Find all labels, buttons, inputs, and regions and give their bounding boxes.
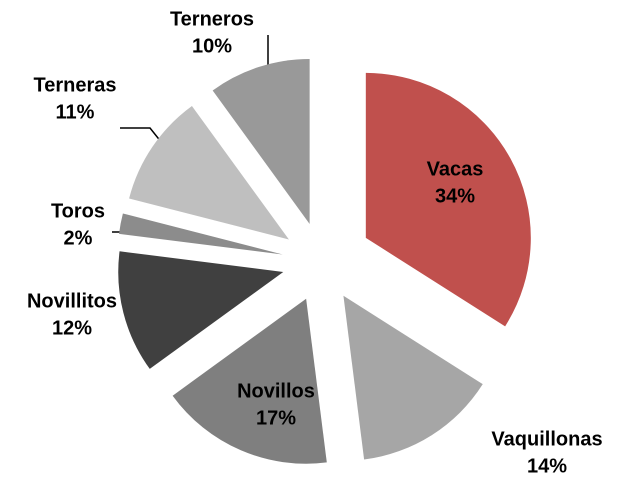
slice-value-label: 10%	[192, 35, 232, 57]
slice-value-label: 12%	[52, 317, 92, 339]
slice-label: Toros	[51, 200, 105, 222]
pie-slice	[118, 251, 284, 369]
pie-slice	[119, 213, 283, 255]
slice-value-label: 34%	[435, 185, 475, 207]
slice-label: Vaquillonas	[491, 428, 602, 450]
slice-value-label: 17%	[256, 407, 296, 429]
slice-label: Vacas	[427, 158, 484, 180]
slice-label: Terneras	[33, 74, 116, 96]
pie-slice	[343, 295, 483, 460]
slice-value-label: 2%	[64, 227, 93, 249]
slice-value-label: 14%	[527, 455, 567, 477]
pie-slice	[365, 72, 531, 327]
slice-value-label: 11%	[56, 101, 95, 123]
pie-slice	[129, 106, 289, 240]
pie-slice	[212, 58, 310, 224]
slice-label: Novillos	[237, 380, 315, 402]
slice-label: Novillitos	[27, 290, 117, 312]
slice-label: Terneros	[170, 8, 254, 30]
pie-slice	[172, 298, 327, 464]
